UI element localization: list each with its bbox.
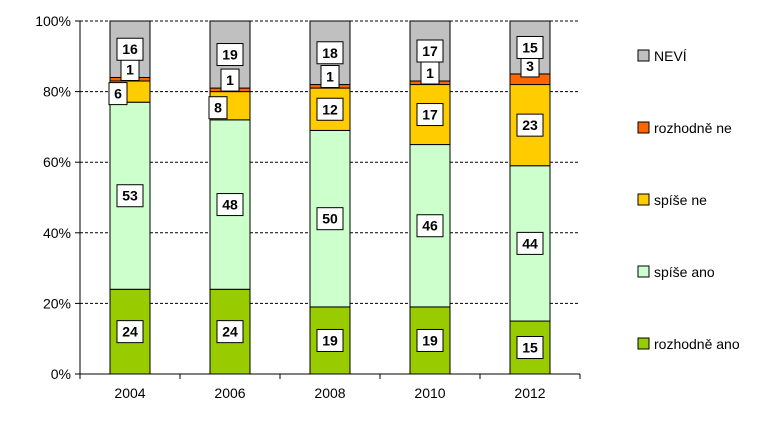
data-label: 3 (526, 58, 534, 74)
data-label: 19 (422, 332, 438, 348)
data-label: 15 (522, 39, 538, 55)
data-label: 8 (214, 100, 222, 116)
data-label: 46 (422, 218, 438, 234)
legend-swatch (637, 193, 650, 206)
data-label: 1 (126, 61, 134, 77)
data-label: 23 (522, 117, 538, 133)
data-label-box (320, 65, 340, 89)
legend-label: spíše ano (654, 264, 715, 280)
data-label-box (316, 207, 344, 231)
y-tick-label: 40% (43, 225, 71, 241)
data-label-box (116, 184, 144, 208)
data-label-box (516, 231, 544, 255)
legend-label: spíše ne (654, 192, 707, 208)
data-label-box (316, 328, 344, 352)
y-tick-label: 20% (43, 295, 71, 311)
x-tick-label: 2006 (214, 385, 245, 401)
x-tick-label: 2010 (414, 385, 445, 401)
data-label-box (220, 68, 240, 92)
data-label-box (516, 113, 544, 137)
data-label: 12 (322, 101, 338, 117)
x-tick-label: 2012 (514, 385, 545, 401)
data-label-box (416, 39, 444, 63)
data-label-box (516, 336, 544, 360)
data-label: 1 (226, 72, 234, 88)
data-label: 16 (122, 41, 138, 57)
data-label: 15 (522, 340, 538, 356)
data-label: 50 (322, 211, 338, 227)
data-label: 44 (522, 235, 538, 251)
data-label: 17 (422, 43, 438, 59)
data-label: 1 (326, 69, 334, 85)
x-tick-label: 2004 (114, 385, 145, 401)
legend-swatch (637, 337, 650, 350)
data-label-box (316, 97, 344, 121)
data-label-box (516, 35, 544, 59)
data-label: 48 (222, 197, 238, 213)
data-label: 53 (122, 188, 138, 204)
data-label: 17 (422, 107, 438, 123)
y-tick-label: 60% (43, 154, 71, 170)
data-label-box (116, 37, 144, 61)
data-label-box (116, 320, 144, 344)
data-label: 24 (122, 324, 138, 340)
data-label: 19 (222, 47, 238, 63)
data-label: 1 (426, 65, 434, 81)
legend-label: NEVÍ (654, 48, 687, 64)
data-label-box (108, 82, 128, 106)
legend-swatch (637, 121, 650, 134)
legend-label: rozhodně ano (654, 336, 740, 352)
y-tick-label: 100% (35, 13, 71, 29)
legend-swatch (637, 265, 650, 278)
data-label: 19 (322, 332, 338, 348)
data-label-box (216, 320, 244, 344)
data-label-box (416, 328, 444, 352)
data-label-box (316, 41, 344, 65)
data-label-box (216, 43, 244, 67)
data-label: 18 (322, 45, 338, 61)
x-tick-label: 2008 (314, 385, 345, 401)
data-label: 24 (222, 324, 238, 340)
data-label-box (416, 214, 444, 238)
data-label-box (416, 103, 444, 127)
y-tick-label: 80% (43, 84, 71, 100)
legend-label: rozhodně ne (654, 120, 732, 136)
y-tick-label: 0% (51, 366, 71, 382)
data-label: 6 (114, 86, 122, 102)
data-label-box (216, 193, 244, 217)
legend-swatch (637, 49, 650, 62)
data-label-box (208, 96, 228, 120)
